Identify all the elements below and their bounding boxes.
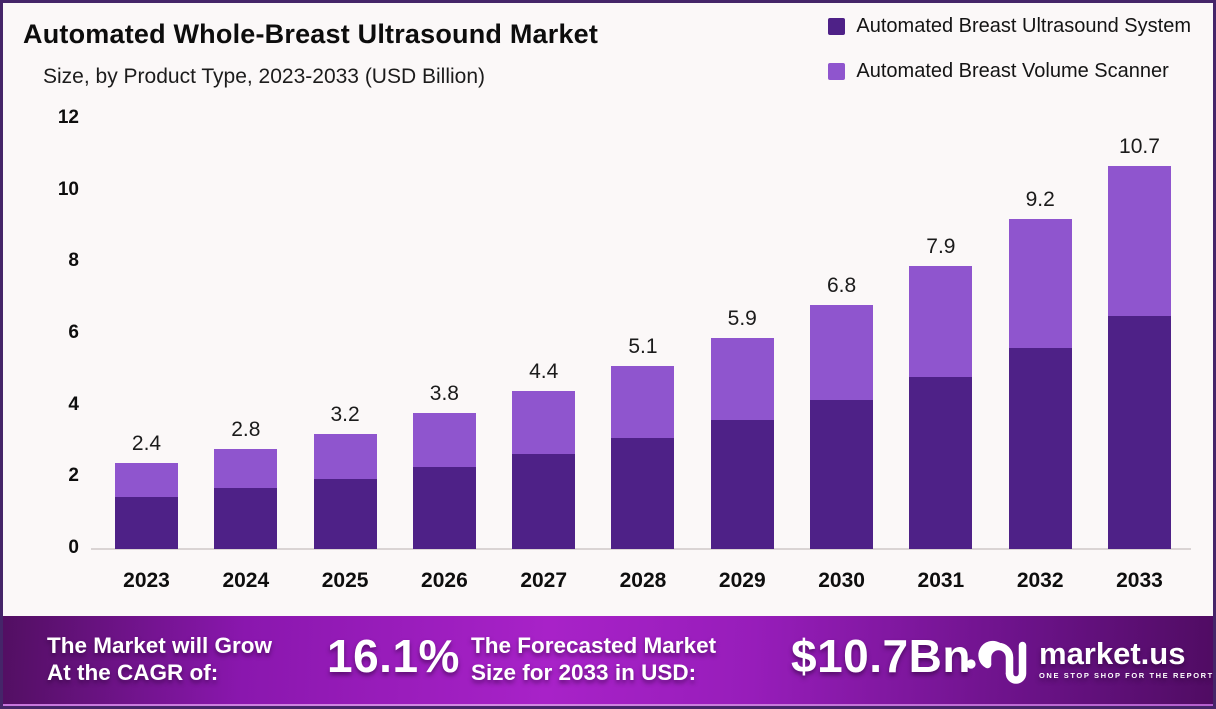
- x-tick-2023: 2023: [123, 569, 170, 592]
- bar-total-label: 10.7: [1119, 134, 1160, 158]
- bar-segment-ultrasound-system: [1107, 316, 1171, 549]
- legend: Automated Breast Ultrasound System Autom…: [828, 15, 1191, 105]
- x-axis-line: [91, 548, 1191, 550]
- market-us-logo: market.us ONE STOP SHOP FOR THE REPORTS: [965, 632, 1216, 686]
- legend-swatch-light: [828, 63, 846, 80]
- bar-segment-volume-scanner: [710, 337, 774, 420]
- legend-swatch-dark: [828, 18, 846, 35]
- y-tick-2: 2: [68, 465, 79, 487]
- bar-segment-volume-scanner: [313, 434, 377, 480]
- y-tick-10: 10: [57, 178, 79, 200]
- bar-group-2028: 5.1 2028: [611, 119, 675, 592]
- bar-segment-ultrasound-system: [313, 479, 377, 549]
- bar-total-label: 9.2: [1025, 188, 1055, 212]
- bar-total-label: 2.8: [231, 417, 261, 441]
- bar-total-label: 6.8: [826, 274, 857, 298]
- bar-group-2030: 6.8 2030: [810, 119, 874, 592]
- legend-label: Automated Breast Ultrasound System: [856, 15, 1191, 37]
- x-tick-2028: 2028: [619, 569, 667, 592]
- bar-total-label: 2.4: [131, 432, 162, 456]
- x-tick-2030: 2030: [818, 569, 865, 592]
- cagr-label: The Market will Grow At the CAGR of:: [47, 633, 273, 685]
- bar-segment-ultrasound-system: [115, 497, 178, 549]
- page-subtitle: Size, by Product Type, 2023-2033 (USD Bi…: [43, 65, 486, 88]
- bar-segment-volume-scanner: [810, 305, 874, 401]
- x-tick-2029: 2029: [718, 569, 766, 592]
- legend-label: Automated Breast Volume Scanner: [856, 60, 1169, 82]
- bar-total-label: 7.9: [926, 234, 956, 258]
- forecast-label: The Forecasted Market Size for 2033 in U…: [471, 633, 717, 685]
- bar-segment-ultrasound-system: [214, 488, 278, 549]
- x-tick-2031: 2031: [917, 569, 965, 592]
- y-tick-0: 0: [68, 537, 79, 558]
- cagr-banner: The Market will Grow At the CAGR of: 16.…: [3, 616, 1213, 704]
- bar-group-2027: 4.4 2027: [512, 119, 576, 592]
- x-tick-2026: 2026: [421, 569, 468, 592]
- bar-group-2029: 5.9 2029: [710, 119, 774, 592]
- cagr-value: 16.1%: [327, 630, 460, 682]
- bar-segment-volume-scanner: [412, 412, 476, 467]
- x-tick-2033: 2033: [1116, 569, 1163, 592]
- bar-group-2031: 7.9 2031: [909, 119, 973, 592]
- y-tick-4: 4: [68, 393, 79, 415]
- bar-group-2024: 2.8 2024: [214, 119, 278, 592]
- bar-segment-ultrasound-system: [710, 420, 774, 549]
- bar-group-2033: 10.7 2033: [1107, 119, 1171, 592]
- page-title: Automated Whole-Breast Ultrasound Market: [23, 19, 599, 49]
- bar-segment-ultrasound-system: [512, 454, 576, 549]
- bar-segment-ultrasound-system: [611, 437, 675, 549]
- bar-group-2026: 3.8 2026: [412, 119, 476, 592]
- bar-segment-ultrasound-system: [1008, 348, 1072, 549]
- x-tick-2024: 2024: [222, 569, 270, 592]
- bar-total-label: 3.2: [330, 403, 360, 427]
- bar-segment-ultrasound-system: [909, 377, 973, 549]
- bar-segment-ultrasound-system: [412, 466, 476, 549]
- market-us-logo-icon: [966, 640, 1027, 684]
- bar-segment-volume-scanner: [1008, 219, 1072, 349]
- brand-name: market.us: [1039, 636, 1186, 671]
- x-tick-2027: 2027: [520, 569, 568, 592]
- forecast-value: $10.7Bn: [791, 630, 971, 682]
- bar-segment-volume-scanner: [214, 448, 278, 489]
- brand-tagline: ONE STOP SHOP FOR THE REPORTS: [1039, 671, 1216, 680]
- y-tick-6: 6: [68, 322, 79, 343]
- x-tick-2032: 2032: [1016, 569, 1064, 592]
- bar-segment-volume-scanner: [115, 463, 178, 498]
- bar-segment-volume-scanner: [611, 366, 675, 438]
- y-tick-8: 8: [68, 250, 79, 272]
- bar-segment-volume-scanner: [909, 265, 973, 377]
- bar-segment-ultrasound-system: [810, 400, 874, 549]
- chart-area: 0 2 4 6 8 10 12 2.4 2023 2.8 2024 3.2 2025 3.8 2026 4.…: [3, 3, 1213, 706]
- bar-total-label: 4.4: [529, 360, 559, 384]
- bar-series: 2.4 2023 2.8 2024 3.2 2025 3.8 2026 4.4 2027 5.1 20…: [115, 119, 1171, 592]
- bar-group-2025: 3.2 2025: [313, 119, 377, 592]
- bar-total-label: 5.1: [628, 335, 658, 359]
- x-tick-2025: 2025: [321, 569, 369, 592]
- bar-total-label: 3.8: [429, 381, 459, 405]
- bar-segment-volume-scanner: [512, 391, 576, 455]
- legend-item-abvs: Automated Breast Volume Scanner: [828, 60, 1191, 83]
- bar-group-2023: 2.4 2023: [115, 119, 178, 592]
- bottom-strip: [3, 704, 1213, 706]
- bar-segment-volume-scanner: [1107, 165, 1171, 317]
- legend-item-abus: Automated Breast Ultrasound System: [828, 15, 1191, 38]
- y-tick-12: 12: [57, 107, 79, 128]
- bar-group-2032: 9.2 2032: [1008, 119, 1072, 592]
- bar-total-label: 5.9: [727, 306, 757, 330]
